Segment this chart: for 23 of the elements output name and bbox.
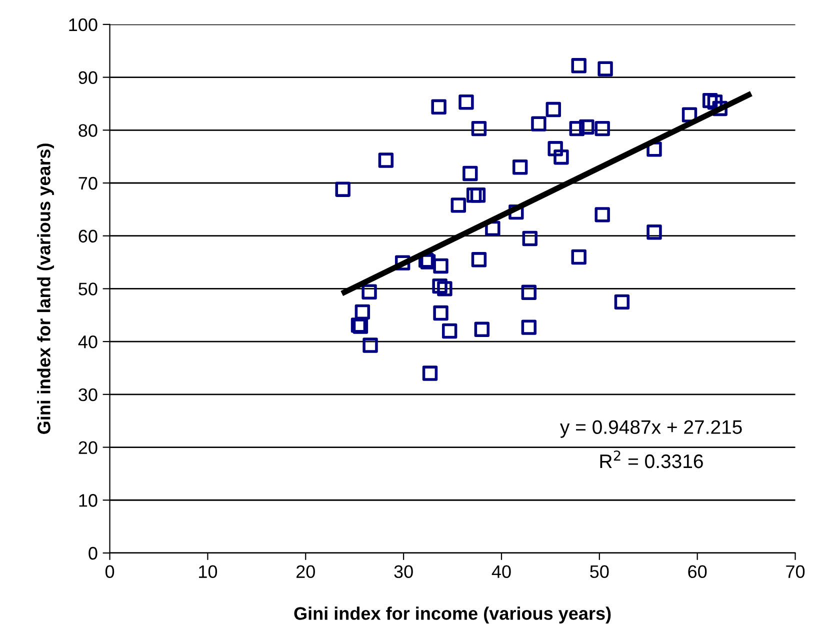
x-tick-label: 40	[492, 565, 511, 578]
y-tick-label: 40	[78, 335, 98, 348]
x-tick-label: 30	[394, 565, 413, 578]
y-tick-label: 10	[79, 494, 98, 507]
y-tick-label: 0	[88, 546, 98, 560]
y-tick-label: 20	[78, 441, 98, 454]
x-tick-label: 60	[688, 565, 707, 578]
x-axis-title: Gini index for income (various years)	[294, 606, 611, 624]
annotation: R$^{2}$ = 0.3316	[600, 450, 703, 468]
x-tick-label: 70	[786, 565, 805, 578]
y-tick-label: 100	[69, 18, 98, 32]
x-tick-label: 20	[296, 565, 315, 578]
y-tick-label: 70	[78, 176, 98, 190]
annotation: y = 0.9487x + 27.215	[560, 420, 742, 438]
x-tick-label: 10	[199, 565, 218, 578]
y-tick-label: 90	[78, 71, 98, 84]
y-tick-label: 60	[78, 230, 98, 243]
y-axis-title: Gini index for land (various years)	[37, 144, 54, 434]
y-tick-label: 30	[78, 388, 98, 402]
y-tick-label: 80	[78, 124, 98, 137]
x-tick-label: 0	[105, 565, 114, 578]
x-tick-label: 50	[590, 565, 609, 578]
y-tick-label: 50	[78, 282, 98, 296]
